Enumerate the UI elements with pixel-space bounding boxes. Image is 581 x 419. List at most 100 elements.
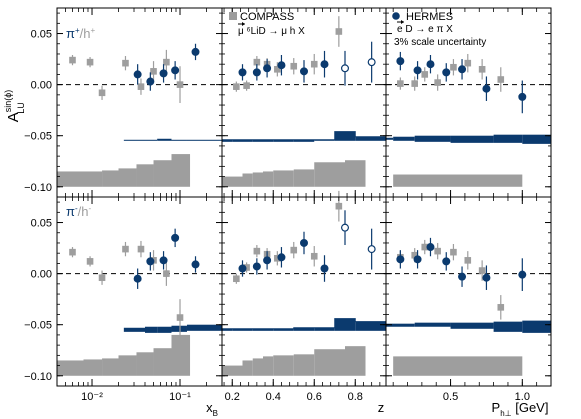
compass-point <box>253 58 261 66</box>
hermes-syst-band <box>314 327 335 331</box>
hermes-point <box>159 69 168 78</box>
hermes-syst-band <box>222 139 233 142</box>
compass-point <box>290 246 298 254</box>
hermes-syst-band <box>334 131 356 141</box>
compass-point <box>421 71 429 78</box>
x-tick-label: 0.4 <box>266 391 281 403</box>
compass-syst-band <box>118 355 137 376</box>
panel-4: 0.05 0.00 −0.05 −0.10 10⁻² 10⁻¹ <box>24 196 223 403</box>
y-tick-label: −0.05 <box>24 131 52 143</box>
compass-syst-band <box>171 154 191 187</box>
legend-hermes-title: HERMES <box>406 11 453 23</box>
hermes-point <box>159 256 168 265</box>
hermes-syst-outline <box>222 131 386 141</box>
compass-point <box>150 68 157 75</box>
hermes-point <box>396 255 405 264</box>
hermes-syst-band <box>171 139 187 141</box>
x-tick-label: 0.6 <box>307 391 322 403</box>
panel-1: 0.05 0.00 −0.05 −0.10 <box>24 7 223 198</box>
hermes-syst-band <box>123 327 145 332</box>
hermes-syst-band <box>355 321 386 331</box>
hermes-syst-band <box>334 318 356 331</box>
compass-syst-band <box>171 334 191 376</box>
compass-point <box>253 247 261 255</box>
compass-point <box>163 270 170 277</box>
compass-syst-band <box>393 174 523 187</box>
hermes-point <box>458 272 467 281</box>
hermes-syst-band <box>355 136 386 141</box>
hermes-point <box>300 67 309 76</box>
y-tick-label: −0.10 <box>24 182 52 194</box>
x-axis-label-z: z <box>378 400 385 415</box>
compass-point <box>434 79 441 86</box>
y-tick-label: −0.05 <box>24 320 52 332</box>
hermes-point <box>238 68 247 77</box>
compass-point <box>335 28 343 35</box>
hermes-point <box>171 66 180 75</box>
panels: 0.05 0.00 −0.05 −0.10 0.05 0.00 −0.05 −0.10 10⁻²… <box>24 7 552 403</box>
legend-hermes-note: 3% scale uncertainty <box>394 37 486 48</box>
compass-marker-icon <box>229 12 237 20</box>
polarization-arrowhead-icon-2 <box>401 20 404 24</box>
hermes-point <box>426 60 435 69</box>
hermes-syst-band <box>522 134 551 144</box>
compass-syst-band <box>263 171 274 187</box>
hermes-point <box>263 64 272 73</box>
hermes-point <box>482 273 491 282</box>
compass-syst-band <box>273 170 294 187</box>
hermes-point <box>320 264 329 273</box>
hermes-point <box>458 65 467 74</box>
hermes-syst-band <box>493 321 523 332</box>
hermes-open-point <box>341 64 350 73</box>
hermes-point <box>191 47 200 56</box>
hermes-point <box>191 260 200 269</box>
compass-syst-band <box>57 171 84 187</box>
compass-syst-band <box>393 356 523 376</box>
hermes-point <box>171 233 180 242</box>
hermes-point <box>146 77 155 86</box>
hermes-point <box>413 66 422 75</box>
x-tick-label: 1.0 <box>515 391 530 403</box>
hermes-point <box>252 262 261 271</box>
hermes-point <box>320 60 329 69</box>
compass-point <box>497 304 505 311</box>
compass-syst-band <box>252 172 263 187</box>
hermes-syst-band <box>252 139 274 142</box>
compass-point <box>137 83 145 90</box>
y-tick-label: −0.10 <box>24 371 52 383</box>
hermes-syst-band <box>144 326 158 333</box>
row2-label: π-/h- <box>66 204 92 219</box>
hermes-point <box>396 57 405 66</box>
compass-point <box>421 243 429 251</box>
x-axis-label-xb: xB <box>206 400 218 418</box>
compass-point <box>233 275 240 283</box>
compass-point <box>122 245 129 253</box>
x-tick-label: 0.8 <box>348 391 363 403</box>
hermes-syst-band <box>222 328 233 331</box>
compass-point <box>86 258 94 265</box>
compass-syst-band <box>102 170 119 187</box>
hermes-syst-band <box>386 323 415 327</box>
compass-syst-band <box>314 162 345 187</box>
compass-point <box>122 59 129 67</box>
legend-compass: COMPASS μ ⁶LiD → μ h X <box>229 11 305 37</box>
compass-point <box>310 252 318 260</box>
legend-hermes: HERMES e D → e π X 3% scale uncertainty <box>392 11 486 48</box>
polarization-arrowhead-icon <box>242 22 245 26</box>
compass-syst-band <box>314 349 345 376</box>
compass-syst-band <box>136 164 154 187</box>
compass-point <box>233 83 240 90</box>
compass-point <box>243 264 250 271</box>
compass-point <box>86 58 94 66</box>
compass-syst-band <box>263 356 274 376</box>
compass-point <box>98 89 106 97</box>
hermes-syst-outline <box>222 318 386 330</box>
hermes-syst-band <box>232 328 253 331</box>
compass-syst-band <box>222 365 243 376</box>
compass-syst-band <box>293 169 315 187</box>
compass-syst-band <box>242 360 253 376</box>
hermes-syst-band <box>144 139 158 141</box>
compass-syst-band <box>345 160 366 187</box>
compass-point <box>335 202 343 210</box>
hermes-point <box>300 238 309 247</box>
